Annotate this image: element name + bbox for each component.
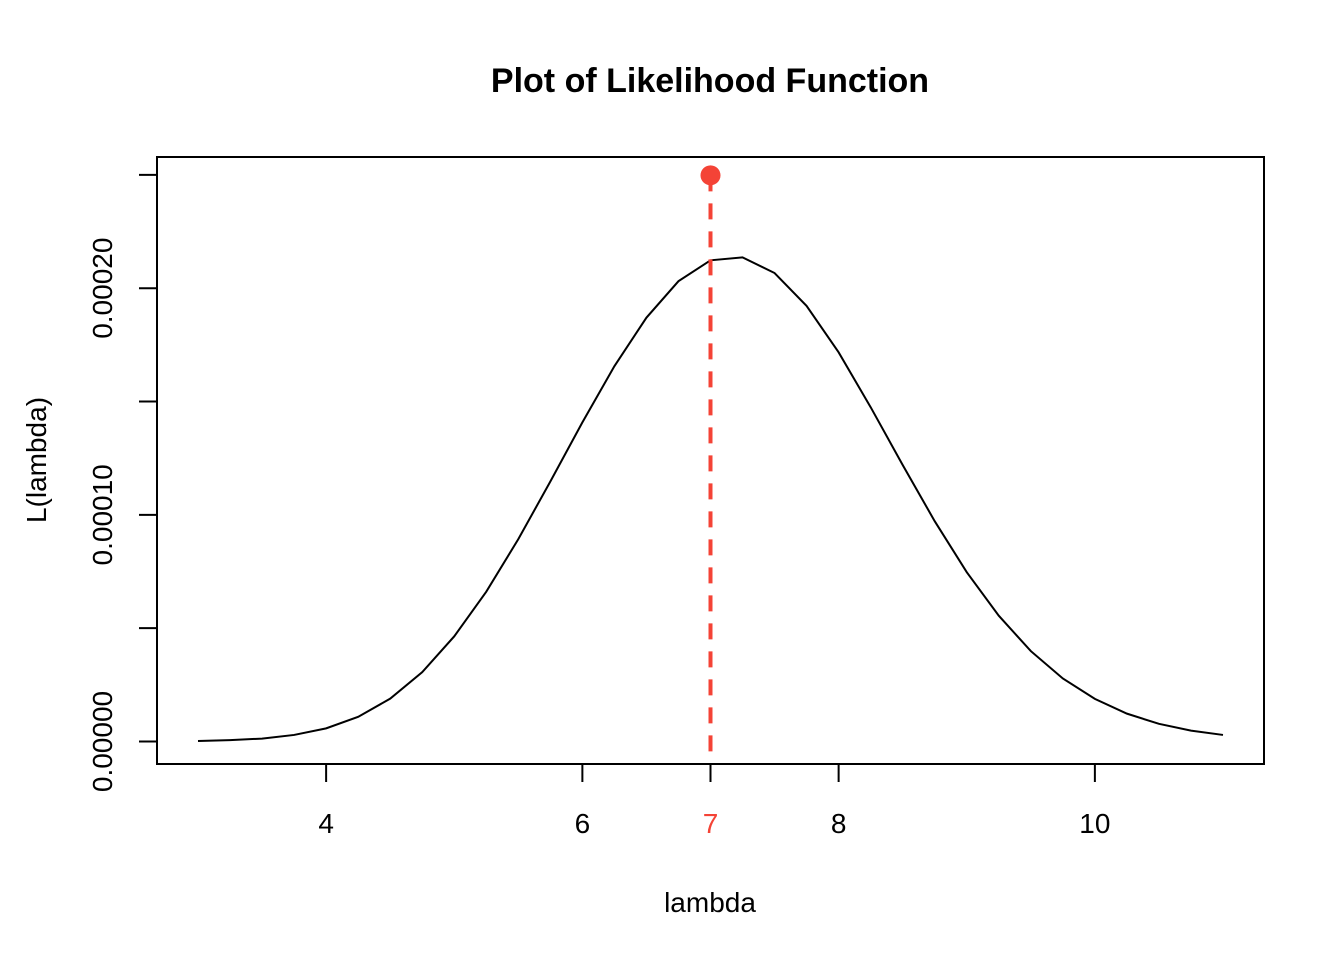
- y-tick-label: 0.00020: [87, 238, 118, 339]
- x-tick-label: 8: [831, 808, 847, 839]
- y-tick-label: 0.00000: [87, 691, 118, 792]
- plot-frame: [156, 156, 1265, 765]
- chart-title: Plot of Likelihood Function: [491, 62, 929, 100]
- x-tick-label: 6: [575, 808, 591, 839]
- y-tick-label: 0.00010: [87, 464, 118, 565]
- x-tick-label: 10: [1079, 808, 1110, 839]
- x-axis-label: lambda: [664, 887, 756, 918]
- y-axis-label: L(lambda): [21, 397, 52, 523]
- plot-layer: 4 6 8 10 0.00000 0.00010 0.00020 7: [87, 165, 1224, 839]
- x-tick-label: 4: [318, 808, 334, 839]
- mle-x-label: 7: [703, 808, 719, 839]
- mle-point: [700, 165, 721, 186]
